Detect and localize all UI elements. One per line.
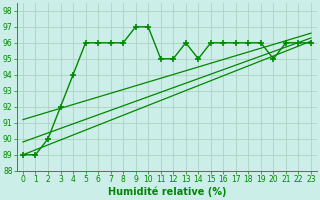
X-axis label: Humidité relative (%): Humidité relative (%) — [108, 187, 226, 197]
